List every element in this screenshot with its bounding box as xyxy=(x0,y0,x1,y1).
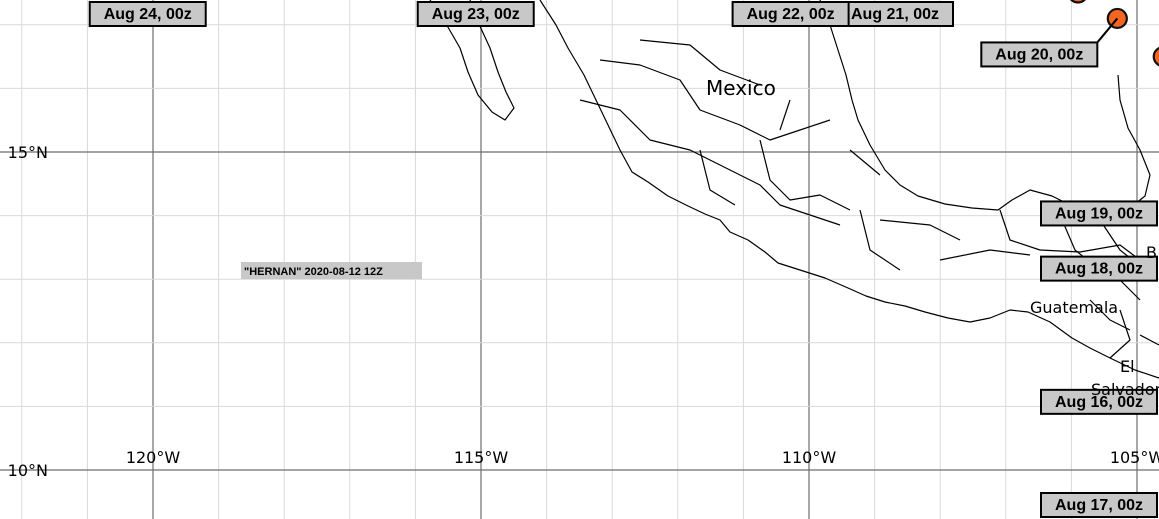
storm-title-text: "HERNAN" 2020-08-12 12Z xyxy=(244,266,383,278)
date-label-text: Aug 19, 00z xyxy=(1055,205,1143,222)
place-b: B xyxy=(1146,243,1157,262)
lat-tick-label: 10°N xyxy=(8,461,48,480)
date-label-box xyxy=(1040,388,1158,415)
date-label-box xyxy=(836,1,954,27)
place-guatemala: Guatemala xyxy=(1030,298,1118,317)
state-borders xyxy=(579,39,1146,331)
central-america-borders xyxy=(1039,244,1159,359)
axis-labels: 120°W115°W110°W105°W100°W95°W20°N15°N10°… xyxy=(8,143,1159,480)
lon-tick-label: 110°W xyxy=(782,448,837,467)
coastline-and-borders xyxy=(429,0,1159,379)
date-label-box xyxy=(416,1,535,27)
date-label-text: Aug 17, 00z xyxy=(1055,497,1143,514)
track-point xyxy=(1070,0,1086,4)
mexico-pacific-coastline xyxy=(539,0,1159,379)
mexico-gulf-coastline xyxy=(819,0,1151,215)
place-labels: Mexico Guatemala El Salvador B xyxy=(706,76,1159,399)
date-label-box xyxy=(1040,492,1158,518)
date-label-box xyxy=(88,1,207,27)
lon-tick-label: 115°W xyxy=(454,448,509,467)
date-label-box xyxy=(1040,255,1158,282)
date-label-box xyxy=(980,41,1099,68)
place-el: El xyxy=(1120,357,1135,376)
date-label-text: Aug 24, 00z xyxy=(104,6,192,23)
lon-tick-label: 105°W xyxy=(1110,448,1159,467)
date-label-box xyxy=(731,1,850,27)
date-label-text: Aug 16, 00z xyxy=(1055,394,1143,411)
date-label-text: Aug 21, 00z xyxy=(851,6,939,23)
date-labels: Aug 16, 00z Aug 17, 00z Aug 18, 00z Aug 19,… xyxy=(88,1,1158,518)
storm-title: "HERNAN" 2020-08-12 12Z xyxy=(241,262,422,279)
date-label-text: Aug 22, 00z xyxy=(747,6,835,23)
baja-coastline xyxy=(429,0,515,121)
track-point xyxy=(1152,46,1159,67)
date-label-box xyxy=(1040,200,1158,227)
lat-tick-label: 15°N xyxy=(8,143,48,162)
place-salvador: Salvador xyxy=(1091,380,1159,399)
date-label-leader xyxy=(1096,17,1119,44)
storm-title-background xyxy=(241,262,422,279)
place-mexico: Mexico xyxy=(706,76,776,100)
date-label-text: Aug 20, 00z xyxy=(995,46,1083,63)
date-label-text: Aug 18, 00z xyxy=(1055,261,1143,278)
lon-tick-label: 120°W xyxy=(126,448,181,467)
date-label-text: Aug 23, 00z xyxy=(432,6,520,23)
